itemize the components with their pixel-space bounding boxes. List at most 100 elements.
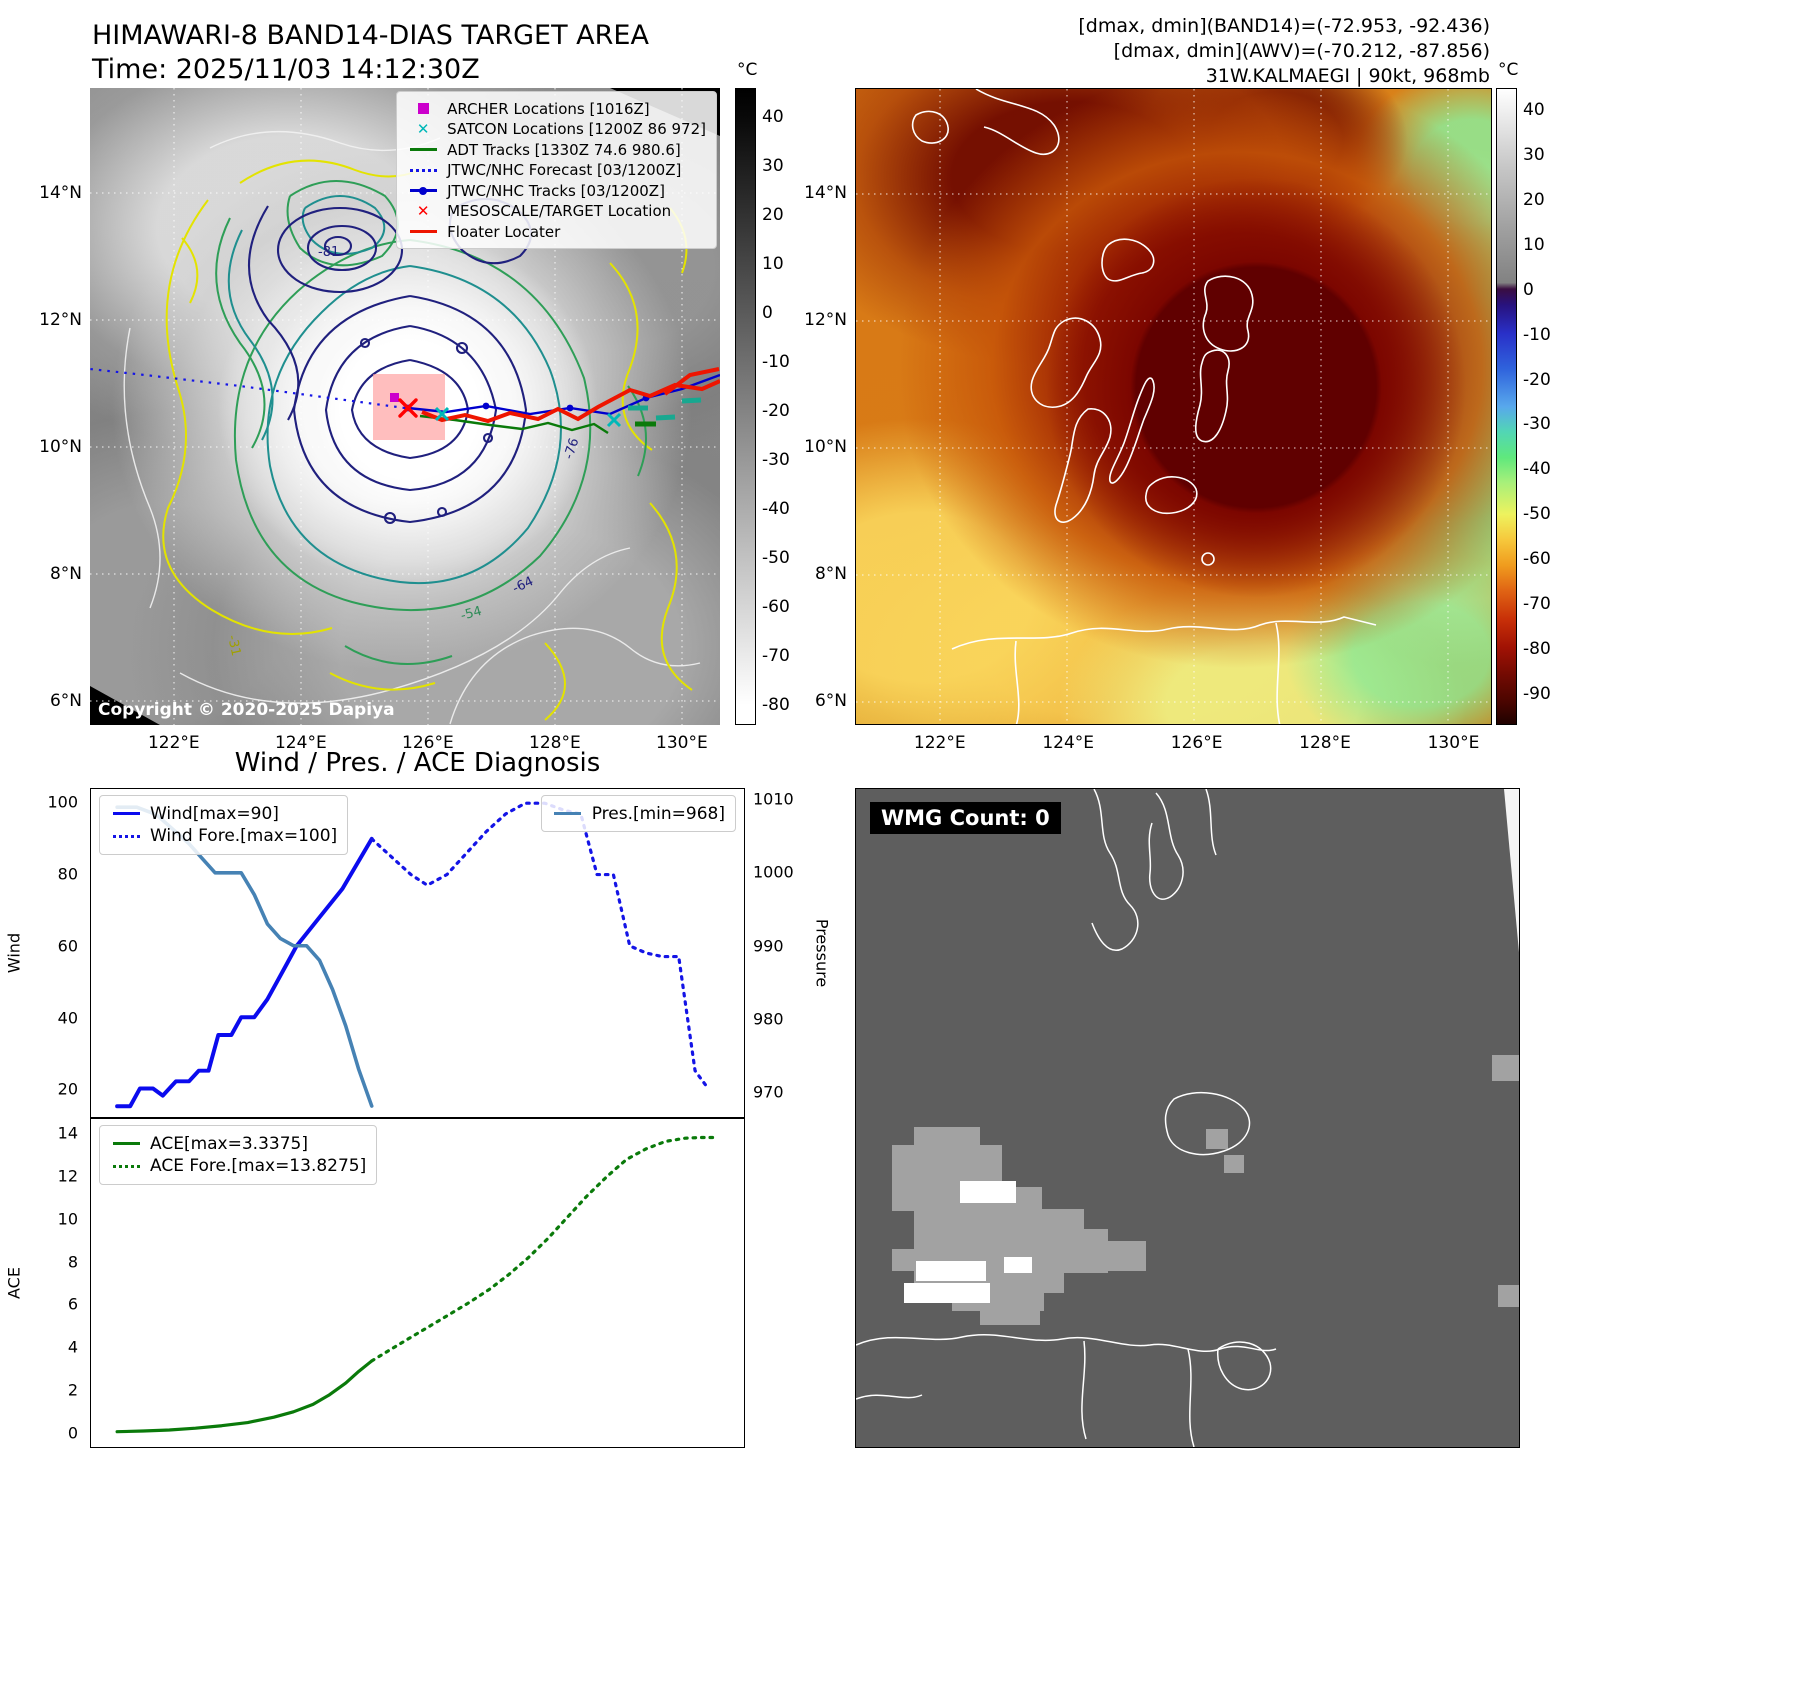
wmg-map-overlay	[856, 789, 1519, 1447]
longitude-axis-right-map: 122°E 124°E 126°E 128°E 130°E	[855, 733, 1492, 757]
swath-edge	[1504, 789, 1519, 953]
tick-label: -70	[1523, 593, 1551, 614]
tick-label: 14°N	[804, 183, 847, 204]
band14-map-overlay: -81 -76 -64 -54 -31	[90, 88, 720, 725]
tick-label: 20	[762, 205, 784, 226]
tick-label: 10°N	[804, 437, 847, 458]
tick-label: 126°E	[402, 733, 454, 753]
colorbar-unit: °C	[1498, 60, 1519, 80]
ace-axis-label: ACE	[4, 1267, 24, 1299]
tick-label: 130°E	[1427, 733, 1480, 753]
tick-label: 20	[57, 1079, 78, 1099]
tick-label: -80	[1523, 638, 1551, 659]
tick-label: 130°E	[656, 733, 708, 753]
tick-label: 60	[57, 936, 78, 956]
legend-label: ARCHER Locations [1016Z]	[447, 99, 650, 118]
map-legend: ARCHER Locations [1016Z] ✕ SATCON Location…	[396, 91, 717, 249]
legend-item: Wind[max=90]	[110, 804, 337, 824]
tick-label: 122°E	[147, 733, 200, 753]
tick-label: 1000	[753, 862, 794, 882]
legend-label: ACE Fore.[max=13.8275]	[150, 1156, 367, 1176]
legend-label: ADT Tracks [1330Z 74.6 980.6]	[447, 140, 681, 159]
latitude-axis-right-map: 14°N 12°N 10°N 8°N 6°N	[795, 88, 851, 725]
tick-label: 0	[762, 303, 773, 324]
line-dot-marker	[407, 183, 439, 199]
ace-y-axis: 0 2 4 6 8 10 12 14	[32, 1118, 82, 1448]
legend-item: ✕ SATCON Locations [1200Z 86 972]	[407, 120, 706, 138]
pressure-y-axis: 970 980 990 1000 1010	[751, 788, 805, 1118]
legend-item: JTWC/NHC Forecast [03/1200Z]	[407, 161, 706, 179]
tick-label: -50	[1523, 504, 1551, 525]
legend-item: ACE[max=3.3375]	[110, 1134, 366, 1154]
tick-label: 6°N	[814, 690, 847, 711]
tick-label: 10	[1523, 235, 1545, 255]
tick-label: 30	[762, 156, 784, 177]
contour-label: -54	[459, 604, 483, 624]
legend-label: Wind Fore.[max=100]	[150, 826, 338, 846]
colorbar-unit: °C	[737, 60, 758, 80]
legend-label: Wind[max=90]	[150, 803, 279, 824]
target-x-marker	[398, 398, 418, 418]
tick-label: 100	[47, 792, 78, 812]
dotted-marker	[407, 162, 439, 178]
tick-label: -80	[762, 695, 790, 716]
band14-title: HIMAWARI-8 BAND14-DIAS TARGET AREA	[92, 20, 649, 51]
wind-pressure-chart: Wind[max=90] Wind Fore.[max=100] Pres.[mi…	[90, 788, 745, 1118]
square-marker	[407, 101, 439, 117]
contour-label: -31	[224, 634, 243, 658]
tick-label: 12°N	[39, 310, 82, 331]
satcon-dashes	[628, 397, 702, 421]
legend-item: Wind Fore.[max=100]	[110, 826, 337, 846]
tick-label: 12°N	[804, 310, 847, 331]
ir-contours-green	[215, 180, 647, 665]
band14-time: Time: 2025/11/03 14:12:30Z	[92, 54, 480, 85]
adt-track	[419, 414, 609, 435]
tick-label: -10	[1523, 324, 1551, 345]
tick-label: -70	[762, 646, 790, 667]
series-ACE Fore.[max=13.8275]	[370, 1135, 717, 1363]
wmg-map: WMG Count: 0	[855, 788, 1520, 1448]
tick-label: 2	[67, 1380, 78, 1400]
contour-label: -81	[318, 245, 339, 260]
line-marker	[110, 806, 142, 822]
legend-label: JTWC/NHC Forecast [03/1200Z]	[447, 161, 682, 179]
dmax-band14: [dmax, dmin](BAND14)=(-72.953, -92.436)	[1078, 15, 1490, 37]
tick-label: -60	[1523, 549, 1551, 570]
x-marker: ✕	[416, 120, 430, 138]
tick-label: -90	[1523, 683, 1551, 704]
series-ACE[max=3.3375]	[115, 1359, 374, 1434]
contour-value-labels: -81 -76 -64 -54 -31	[224, 245, 582, 658]
legend-label: JTWC/NHC Tracks [03/1200Z]	[447, 181, 665, 200]
tick-label: 124°E	[274, 733, 327, 753]
tick-label: 1010	[753, 789, 794, 809]
x-marker: ✕	[416, 202, 430, 220]
tick-label: 124°E	[1042, 733, 1095, 753]
wind-axis-label: Wind	[4, 932, 24, 974]
swath-edge	[90, 686, 160, 725]
tick-label: 122°E	[913, 733, 966, 753]
legend-label: Pres.[min=968]	[591, 803, 725, 824]
ace-chart: ACE[max=3.3375] ACE Fore.[max=13.8275]	[90, 1118, 745, 1448]
tick-label: 10	[762, 254, 784, 275]
band14-satellite-map: -81 -76 -64 -54 -31	[90, 88, 720, 725]
legend-item: ✕ MESOSCALE/TARGET Location	[407, 202, 706, 220]
storm-id-intensity: 31W.KALMAEGI | 90kt, 968mb	[1205, 65, 1490, 87]
tick-label: 14	[57, 1123, 78, 1143]
tick-label: 4	[67, 1337, 78, 1357]
legend-item: ARCHER Locations [1016Z]	[407, 100, 706, 118]
tick-label: 40	[762, 107, 784, 128]
band14-colorbar	[735, 88, 756, 725]
legend-label: MESOSCALE/TARGET Location	[447, 202, 672, 220]
tick-label: -60	[762, 597, 790, 618]
tick-label: 14°N	[39, 183, 82, 204]
ir-contours-navy	[247, 197, 533, 525]
ir-contours-teal	[227, 195, 562, 585]
awv-colorbar	[1496, 88, 1517, 725]
tick-label: -50	[762, 548, 790, 569]
wmg-cells-white	[904, 1181, 1032, 1303]
tick-label: 0	[1523, 279, 1534, 300]
legend-item: Floater Locater	[407, 223, 706, 241]
wind-y-axis: 20 40 60 80 100	[32, 788, 82, 1118]
tick-label: 40	[1523, 100, 1545, 121]
